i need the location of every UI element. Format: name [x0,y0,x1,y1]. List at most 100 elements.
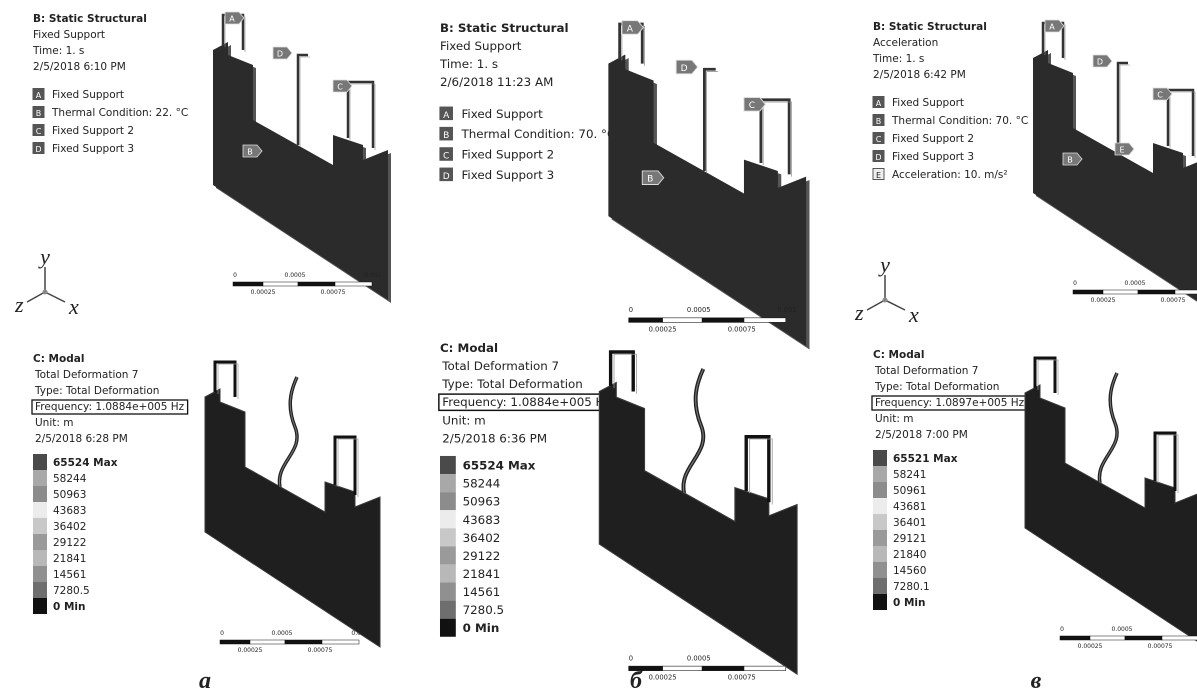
info-line: Time: 1. s [872,53,924,65]
support-frame [704,69,715,171]
scale-label: 0.00025 [251,289,276,296]
scale-segment [250,640,285,644]
scale-label: 0.00025 [649,325,677,333]
scale-segment [233,282,263,286]
info-line: Type: Total Deformation [34,385,159,397]
triad-origin [883,298,888,303]
contour-swatch [873,514,887,530]
static-panel: B: Static StructuralAccelerationTime: 1.… [854,20,1197,327]
scale-label: 0.0005 [687,306,711,314]
contour-label: 43683 [53,505,86,517]
scale-label: 0.00025 [1091,297,1116,304]
triad-label: x [68,294,79,319]
contour-label: 21841 [463,567,501,581]
title: C: Modal [873,349,924,361]
mesh-plate [205,389,380,647]
triad-origin [43,290,48,295]
contour-label: 50963 [463,495,501,509]
contour-label: 0 Min [53,601,85,613]
contour-label: 29122 [463,549,501,563]
scale-label: 0 [233,272,237,279]
plate [608,55,806,347]
scale-label: 0 [220,630,224,637]
scale-segment [298,282,335,286]
scale-label: 0.001 [351,630,368,637]
deformed-beam [683,369,703,493]
contour-label: 21841 [53,553,86,565]
axis-triad: yzx [14,244,79,319]
callout-label: B [247,148,253,157]
contour-label: 14561 [53,569,86,581]
legend-label: Thermal Condition: 70. °C [891,115,1028,127]
contour-swatch [33,566,47,582]
legend-label: Thermal Condition: 70. °C [460,127,615,141]
contour-label: 7280.5 [463,603,504,617]
info-line: 2/5/2018 6:42 PM [873,69,966,81]
frequency: Frequency: 1.0897e+005 Hz [875,397,1025,409]
support-frame [763,102,791,177]
contour-swatch [873,546,887,562]
contour-label: 65524 Max [53,457,118,469]
legend-key: C [876,135,882,144]
scale-segment [1103,290,1138,294]
callout-label: A [229,15,235,24]
mode-shape [205,362,380,647]
scale-label: 0 [629,306,633,314]
scale-label: 0.00075 [1148,643,1173,650]
legend-label: Thermal Condition: 22. °C [51,107,188,119]
scale-label: 0.001 [1191,626,1197,633]
legend-label: Fixed Support 2 [52,125,134,137]
scale-segment [702,666,744,671]
contour-label: 7280.5 [53,585,90,597]
static-panel: B: Static StructuralFixed SupportTime: 1… [14,12,391,319]
contour-label: 36402 [53,521,86,533]
mesh-plate [1025,385,1197,643]
contour-label: 58244 [463,477,501,491]
legend-key: E [876,171,881,180]
contour-swatch [873,578,887,594]
title: C: Modal [440,341,498,355]
contour-swatch [873,594,887,610]
scale-label: 0.0005 [687,654,711,662]
figure: а б в B: Static StructuralFixed SupportT… [0,0,1197,695]
contour-swatch [873,466,887,482]
caption: в [1031,668,1042,694]
contour-label: 0 Min [463,621,500,635]
scale-label: 0.0005 [285,272,306,279]
scale-segment [285,640,322,644]
callout-label: D [277,50,283,59]
contour-swatch [440,492,456,510]
contour-swatch [440,546,456,564]
legend-key: D [443,172,450,182]
support-frame [1120,65,1130,155]
info-line: 2/5/2018 6:36 PM [442,431,547,445]
info-line: Unit: m [35,417,73,429]
info-line: Fixed Support [440,39,522,53]
info-line: Time: 1. s [439,57,498,71]
legend-key: A [443,111,450,121]
scale-label: 0.00075 [308,647,333,654]
scale-segment [663,666,703,671]
legend-key: B [36,109,42,118]
support-frame [348,82,373,148]
scale-label: 0.001 [777,306,796,314]
caption: б [630,668,643,694]
info-line: Total Deformation 7 [441,359,559,373]
triad-label: z [14,292,24,317]
mode-shape [599,352,797,674]
support-frame [707,72,718,174]
scale-segment [629,666,663,671]
contour-label: 29121 [893,533,926,545]
scale-label: 0.001 [777,654,796,662]
mesh-plate [599,383,797,675]
contour-swatch [873,482,887,498]
scale-segment [1060,636,1090,640]
contour-swatch [440,456,456,474]
support-frame [1170,92,1195,158]
contour-label: 58244 [53,473,87,485]
scale-label: 0.00075 [1161,297,1186,304]
scale-label: 0 [1073,280,1077,287]
modal-panel: C: ModalTotal Deformation 7Type: Total D… [439,341,797,682]
plate [213,42,388,300]
